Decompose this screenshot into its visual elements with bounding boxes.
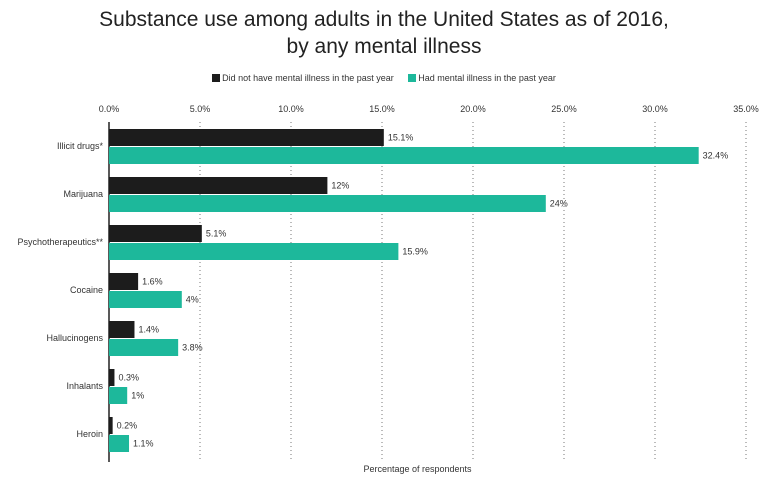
x-tick-label: 30.0%	[642, 104, 668, 114]
x-tick-label: 0.0%	[99, 104, 120, 114]
data-label: 12%	[331, 181, 349, 191]
bar	[109, 273, 139, 290]
data-label: 1.1%	[133, 439, 154, 449]
category-label: Inhalants	[66, 381, 103, 391]
x-tick-label: 20.0%	[460, 104, 486, 114]
data-label: 0.2%	[117, 421, 138, 431]
legend-label: Had mental illness in the past year	[418, 73, 556, 83]
bar	[109, 321, 135, 338]
x-tick-label: 5.0%	[190, 104, 211, 114]
bar	[109, 225, 202, 242]
data-label: 15.9%	[402, 247, 428, 257]
data-label: 5.1%	[206, 229, 227, 239]
x-tick-label: 15.0%	[369, 104, 395, 114]
bar	[109, 195, 546, 212]
category-label: Marijuana	[63, 189, 103, 199]
data-label: 24%	[550, 199, 568, 209]
data-label: 1%	[131, 391, 144, 401]
bar	[109, 387, 128, 404]
chart-title: Substance use among adults in the United…	[0, 6, 768, 60]
category-label: Illicit drugs*	[57, 141, 104, 151]
bar	[109, 129, 384, 146]
data-label: 32.4%	[703, 151, 729, 161]
legend-swatch	[408, 74, 417, 82]
bar	[109, 435, 130, 452]
legend-swatch	[212, 74, 221, 82]
category-label: Hallucinogens	[46, 333, 103, 343]
bar	[109, 291, 182, 308]
x-axis-label: Percentage of respondents	[363, 464, 472, 474]
x-tick-label: 25.0%	[551, 104, 577, 114]
legend: Did not have mental illness in the past …	[0, 73, 768, 84]
bar	[109, 417, 113, 434]
category-label: Heroin	[76, 429, 103, 439]
data-label: 1.6%	[142, 277, 163, 287]
data-label: 1.4%	[138, 325, 159, 335]
title-line-2: by any mental illness	[286, 35, 482, 58]
data-label: 15.1%	[388, 133, 414, 143]
bar	[109, 369, 115, 386]
title-line-1: Substance use among adults in the United…	[99, 8, 669, 31]
bar	[109, 177, 328, 194]
category-label: Cocaine	[70, 285, 103, 295]
legend-item-illness[interactable]: Had mental illness in the past year	[408, 73, 556, 83]
x-tick-label: 35.0%	[733, 104, 759, 114]
bar	[109, 243, 399, 260]
data-label: 0.3%	[118, 373, 139, 383]
data-label: 4%	[186, 295, 199, 305]
bar	[109, 339, 179, 356]
data-label: 3.8%	[182, 343, 203, 353]
legend-label: Did not have mental illness in the past …	[222, 73, 394, 83]
x-tick-label: 10.0%	[278, 104, 304, 114]
category-label: Psychotherapeutics**	[17, 237, 103, 247]
legend-item-no-illness[interactable]: Did not have mental illness in the past …	[212, 73, 394, 83]
bar	[109, 147, 699, 164]
